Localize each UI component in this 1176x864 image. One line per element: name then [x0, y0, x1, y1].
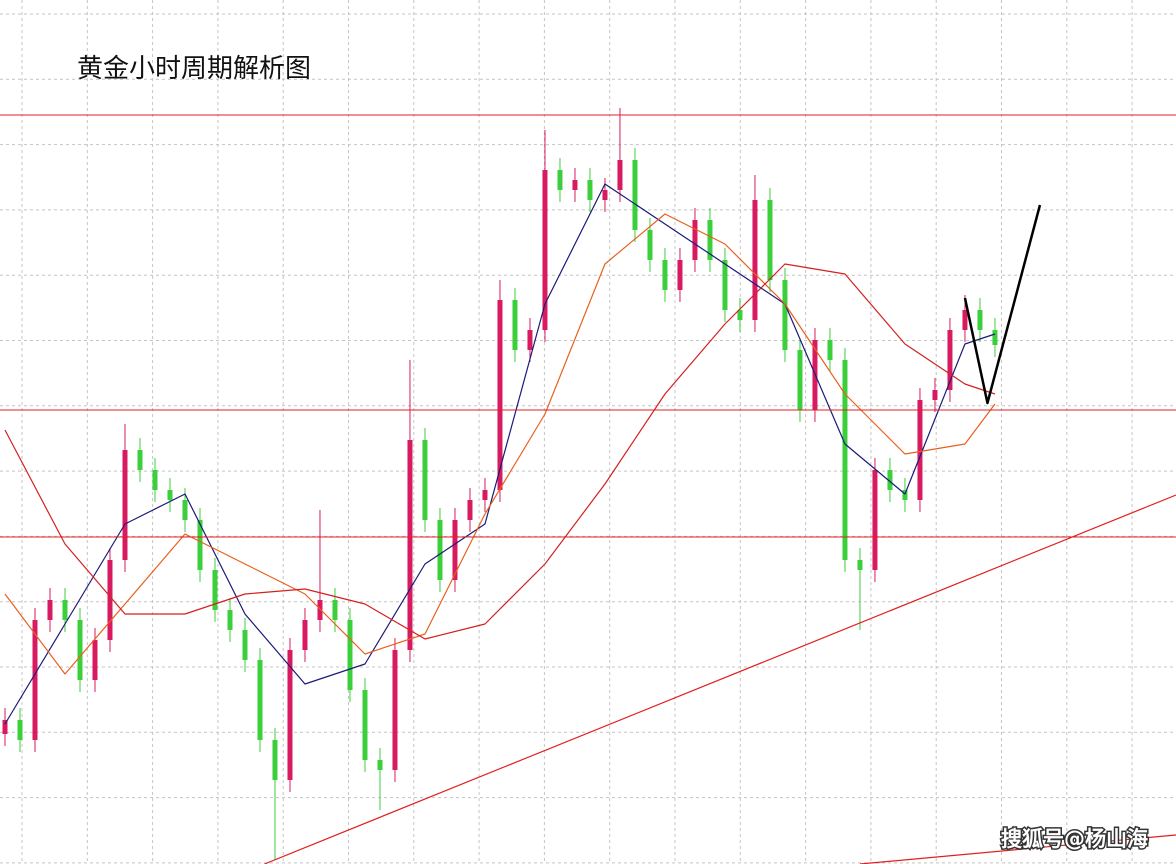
- candle-body: [77, 620, 83, 680]
- candle-body: [917, 400, 923, 500]
- candle-body: [992, 330, 998, 345]
- candle-body: [272, 740, 278, 780]
- candle-body: [602, 190, 608, 200]
- candle-body: [152, 470, 158, 490]
- projection-line: [963, 204, 1042, 405]
- candle-body: [557, 170, 563, 190]
- trend-line: [859, 834, 1176, 864]
- candle-body: [167, 490, 173, 500]
- candle-body: [107, 560, 113, 640]
- candle-body: [632, 160, 638, 230]
- candle-body: [47, 600, 53, 620]
- candle-body: [482, 490, 488, 500]
- candle-body: [137, 450, 143, 470]
- candle-body: [857, 560, 863, 570]
- candle-body: [422, 440, 428, 520]
- candle-body: [827, 340, 833, 360]
- candle-body: [512, 300, 518, 350]
- watermark: 搜狐号@杨山海: [1001, 827, 1148, 851]
- candle-body: [182, 500, 188, 520]
- candle-body: [92, 640, 98, 680]
- candle-body: [17, 720, 23, 740]
- candle-body: [212, 570, 218, 610]
- moving-average-line: [4, 183, 996, 725]
- candle-body: [782, 280, 788, 350]
- candle-body: [647, 230, 653, 260]
- candle-body: [842, 360, 848, 560]
- candle-body: [887, 470, 893, 490]
- candle-body: [572, 180, 578, 190]
- candle-body: [692, 220, 698, 260]
- candle-body: [332, 600, 338, 620]
- candle-body: [947, 330, 953, 390]
- candle-body: [62, 600, 68, 620]
- candle-body: [407, 440, 413, 650]
- candle-body: [302, 620, 308, 650]
- candle-body: [197, 520, 203, 570]
- candle-body: [317, 600, 323, 620]
- candle-body: [977, 310, 983, 330]
- candle-body: [287, 650, 293, 780]
- chart-title: 黄金小时周期解析图: [77, 54, 311, 84]
- candle-body: [242, 630, 248, 660]
- candle-body: [452, 520, 458, 580]
- candle-body: [872, 470, 878, 570]
- candle-body: [677, 260, 683, 290]
- candle-body: [587, 180, 593, 200]
- candle-body: [722, 260, 728, 310]
- candle-body: [392, 650, 398, 770]
- candle-body: [437, 520, 443, 580]
- plot: [0, 108, 1176, 864]
- candle-body: [32, 620, 38, 740]
- candle-body: [737, 310, 743, 320]
- candle-body: [542, 170, 548, 330]
- candle-body: [902, 490, 908, 500]
- candle-body: [122, 450, 128, 560]
- candle-body: [227, 610, 233, 630]
- candle-body: [2, 720, 8, 734]
- trend-line: [264, 494, 1176, 864]
- candle-body: [377, 760, 383, 770]
- candle-body: [467, 500, 473, 520]
- candle-body: [617, 160, 623, 190]
- candle-body: [527, 330, 533, 350]
- candle-body: [797, 350, 803, 410]
- candle-body: [767, 200, 773, 280]
- candle-body: [257, 660, 263, 740]
- candle-body: [752, 200, 758, 320]
- moving-average-line: [4, 263, 996, 640]
- candle-body: [497, 300, 503, 490]
- candle-body: [362, 690, 368, 760]
- candle-body: [662, 260, 668, 290]
- candle-body: [347, 620, 353, 690]
- candle-body: [707, 220, 713, 260]
- candle-body: [962, 310, 968, 330]
- candle-body: [932, 390, 938, 400]
- moving-average-line: [4, 213, 996, 675]
